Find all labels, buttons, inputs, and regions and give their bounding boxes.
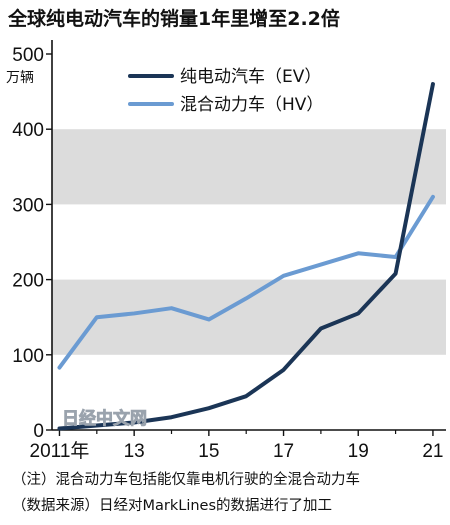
x-axis-tick-labels: 2011年 13 15 17 19 21 — [30, 430, 443, 462]
series-line-ev — [57, 82, 435, 431]
series-lines — [57, 82, 435, 431]
y-tick-label: 100 — [12, 346, 44, 367]
x-tick-label: 2011年 — [30, 440, 90, 462]
y-tick-label: 200 — [12, 271, 44, 292]
x-tick-label: 17 — [273, 441, 294, 462]
series-line-hv — [57, 194, 435, 370]
x-tick-label: 19 — [348, 441, 369, 462]
band-1 — [52, 129, 446, 205]
legend: 纯电动汽车（EV） 混合动力车（HV） — [128, 67, 323, 115]
y-tick-label: 400 — [12, 120, 44, 141]
data-source: （数据来源）日经对MarkLines的数据进行了加工 — [12, 498, 333, 514]
y-axis-unit: 万辆 — [6, 70, 34, 86]
axes — [51, 40, 446, 431]
x-tick-label: 15 — [198, 441, 219, 462]
watermark: 日经中文网 — [62, 408, 147, 429]
y-tick-label: 0 — [33, 421, 44, 442]
legend-label: 混合动力车（HV） — [180, 95, 323, 115]
legend-label: 纯电动汽车（EV） — [180, 67, 321, 87]
background-bands — [52, 129, 446, 355]
y-tick-label: 500 — [12, 45, 44, 66]
y-tick-label: 300 — [12, 195, 44, 216]
x-tick-label: 13 — [124, 441, 145, 462]
x-tick-label: 21 — [422, 441, 443, 462]
chart-title: 全球纯电动汽车的销量1年里增至2.2倍 — [8, 8, 340, 30]
footnote: （注）混合动力车包括能仅靠电机行驶的全混合动力车 — [12, 472, 360, 488]
y-axis-tick-labels: 0 100 200 300 400 500 — [12, 45, 52, 442]
